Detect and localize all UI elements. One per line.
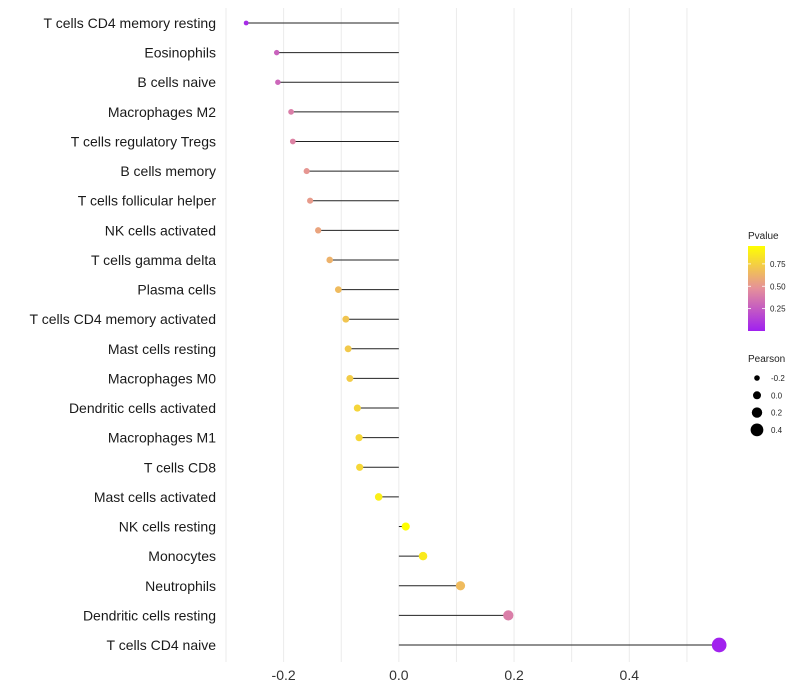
pearson-legend: Pearson -0.2 0.0 0.2 0.4 bbox=[748, 354, 785, 437]
lollipop-point bbox=[315, 227, 322, 234]
category-label: T cells regulatory Tregs bbox=[71, 133, 216, 149]
category-label: Monocytes bbox=[148, 548, 216, 564]
pvalue-legend: Pvalue 0.25 0.50 0.75 bbox=[748, 231, 786, 331]
category-label: B cells memory bbox=[120, 163, 216, 179]
category-label: NK cells activated bbox=[105, 222, 216, 238]
pearson-legend-label: -0.2 bbox=[771, 374, 785, 383]
category-labels: T cells CD4 memory resting Eosinophils B c… bbox=[30, 15, 217, 653]
x-axis-ticks: -0.2 0.0 0.2 0.4 bbox=[272, 667, 640, 683]
lollipop-point bbox=[374, 493, 383, 501]
lollipop-point bbox=[401, 522, 410, 531]
lollipop-point bbox=[275, 79, 281, 85]
x-tick-label: 0.4 bbox=[620, 667, 640, 683]
category-label: Dendritic cells activated bbox=[69, 400, 216, 416]
lollipop-point bbox=[353, 404, 361, 412]
pearson-legend-dot bbox=[751, 407, 763, 418]
category-label: Mast cells resting bbox=[108, 341, 216, 357]
pearson-legend-dot bbox=[750, 423, 764, 437]
lollipop-point bbox=[288, 108, 294, 115]
lollipop-point bbox=[342, 315, 350, 323]
pearson-legend-dot bbox=[754, 375, 760, 381]
lollipop-stems bbox=[246, 22, 720, 646]
pvalue-legend-title: Pvalue bbox=[748, 231, 779, 242]
pvalue-tick-label: 0.50 bbox=[770, 282, 786, 291]
lollipop-point bbox=[455, 581, 466, 591]
category-label: T cells CD4 naive bbox=[107, 637, 217, 653]
category-label: NK cells resting bbox=[119, 519, 216, 535]
pearson-legend-label: 0.4 bbox=[771, 426, 783, 435]
category-label: Plasma cells bbox=[137, 282, 216, 298]
category-label: Neutrophils bbox=[145, 578, 216, 594]
lollipop-point bbox=[711, 637, 727, 653]
category-label: T cells gamma delta bbox=[91, 252, 216, 268]
category-label: Macrophages M0 bbox=[108, 370, 216, 386]
lollipop-point bbox=[273, 49, 280, 56]
category-label: Dendritic cells resting bbox=[83, 607, 216, 623]
x-tick-label: 0.2 bbox=[504, 667, 524, 683]
pvalue-tick-label: 0.75 bbox=[770, 260, 786, 269]
lollipop-point bbox=[344, 345, 352, 353]
category-label: Macrophages M2 bbox=[108, 104, 216, 120]
pvalue-colorbar bbox=[748, 246, 765, 331]
category-label: T cells CD4 memory resting bbox=[44, 15, 216, 31]
x-tick-label: 0.0 bbox=[389, 667, 409, 683]
lollipop-point bbox=[356, 463, 364, 471]
pearson-legend-label: 0.2 bbox=[771, 409, 783, 418]
lollipop-points bbox=[243, 20, 727, 653]
lollipop-point bbox=[346, 374, 354, 382]
grid-lines bbox=[225, 8, 688, 662]
lollipop-point bbox=[243, 20, 249, 26]
lollipop-point bbox=[307, 197, 314, 204]
x-tick-label: -0.2 bbox=[272, 667, 296, 683]
pearson-legend-dot bbox=[753, 391, 761, 400]
pearson-legend-title: Pearson bbox=[748, 354, 785, 365]
lollipop-point bbox=[503, 610, 514, 621]
pvalue-tick-label: 0.25 bbox=[770, 305, 786, 314]
lollipop-point bbox=[355, 434, 363, 442]
lollipop-point bbox=[334, 286, 342, 293]
lollipop-point bbox=[289, 138, 296, 145]
pearson-legend-label: 0.0 bbox=[771, 391, 783, 400]
lollipop-point bbox=[418, 551, 428, 561]
category-label: Mast cells activated bbox=[94, 489, 216, 505]
category-label: Macrophages M1 bbox=[108, 430, 216, 446]
lollipop-point bbox=[303, 168, 310, 175]
category-label: B cells naive bbox=[137, 74, 216, 90]
category-label: T cells CD4 memory activated bbox=[30, 311, 216, 327]
category-label: T cells CD8 bbox=[144, 459, 216, 475]
category-label: T cells follicular helper bbox=[78, 193, 217, 209]
lollipop-point bbox=[326, 256, 333, 264]
category-label: Eosinophils bbox=[144, 45, 216, 61]
